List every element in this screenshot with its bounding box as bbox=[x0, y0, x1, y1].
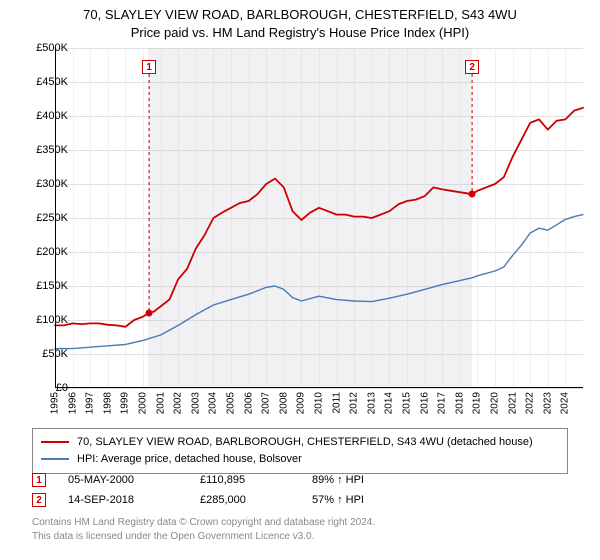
sales-table: 1 05-MAY-2000 £110,895 89% ↑ HPI 2 14-SE… bbox=[32, 470, 568, 510]
x-tick-label: 2021 bbox=[507, 392, 518, 414]
y-tick-label: £450K bbox=[18, 76, 68, 88]
x-tick-label: 2022 bbox=[525, 392, 536, 414]
x-tick-label: 2018 bbox=[454, 392, 465, 414]
title-line-2: Price paid vs. HM Land Registry's House … bbox=[0, 24, 600, 42]
legend: 70, SLAYLEY VIEW ROAD, BARLBOROUGH, CHES… bbox=[32, 428, 568, 474]
x-tick-label: 1996 bbox=[67, 392, 78, 414]
sale-price: £110,895 bbox=[200, 474, 290, 486]
x-tick-label: 2019 bbox=[472, 392, 483, 414]
footer-line-1: Contains HM Land Registry data © Crown c… bbox=[32, 516, 375, 530]
y-tick-label: £350K bbox=[18, 144, 68, 156]
x-tick-label: 2014 bbox=[384, 392, 395, 414]
x-tick-label: 2024 bbox=[560, 392, 571, 414]
x-tick-label: 2011 bbox=[331, 392, 342, 414]
x-tick-label: 2013 bbox=[366, 392, 377, 414]
line-series bbox=[55, 48, 583, 388]
x-tick-label: 2007 bbox=[261, 392, 272, 414]
x-tick-label: 2012 bbox=[349, 392, 360, 414]
sale-marker-box: 1 bbox=[142, 60, 156, 74]
chart-title: 70, SLAYLEY VIEW ROAD, BARLBOROUGH, CHES… bbox=[0, 0, 600, 41]
sale-marker-badge: 2 bbox=[32, 493, 46, 507]
x-tick-label: 2004 bbox=[208, 392, 219, 414]
x-tick-label: 2006 bbox=[243, 392, 254, 414]
y-tick-label: £150K bbox=[18, 280, 68, 292]
y-tick-label: £250K bbox=[18, 212, 68, 224]
sale-marker-badge: 1 bbox=[32, 473, 46, 487]
sale-date: 05-MAY-2000 bbox=[68, 474, 178, 486]
legend-item: HPI: Average price, detached house, Bols… bbox=[41, 451, 559, 468]
x-tick-label: 2017 bbox=[437, 392, 448, 414]
sale-price: £285,000 bbox=[200, 494, 290, 506]
x-tick-label: 2001 bbox=[155, 392, 166, 414]
x-tick-label: 2020 bbox=[490, 392, 501, 414]
x-tick-label: 2002 bbox=[173, 392, 184, 414]
x-tick-label: 2005 bbox=[226, 392, 237, 414]
legend-swatch bbox=[41, 458, 69, 460]
x-tick-label: 2000 bbox=[138, 392, 149, 414]
y-tick-label: £400K bbox=[18, 110, 68, 122]
y-tick-label: £300K bbox=[18, 178, 68, 190]
x-tick-label: 1997 bbox=[85, 392, 96, 414]
table-row: 2 14-SEP-2018 £285,000 57% ↑ HPI bbox=[32, 490, 568, 510]
sale-marker-box: 2 bbox=[465, 60, 479, 74]
y-tick-label: £200K bbox=[18, 246, 68, 258]
x-tick-label: 2015 bbox=[402, 392, 413, 414]
plot-area: 12 bbox=[55, 48, 583, 388]
y-tick-label: £100K bbox=[18, 314, 68, 326]
x-tick-label: 1999 bbox=[120, 392, 131, 414]
sale-dot bbox=[469, 191, 476, 198]
x-tick-label: 2009 bbox=[296, 392, 307, 414]
legend-label: 70, SLAYLEY VIEW ROAD, BARLBOROUGH, CHES… bbox=[77, 434, 533, 451]
footer-line-2: This data is licensed under the Open Gov… bbox=[32, 530, 375, 544]
sale-dot bbox=[146, 309, 153, 316]
sale-pct: 57% ↑ HPI bbox=[312, 494, 412, 506]
y-tick-label: £0 bbox=[18, 382, 68, 394]
x-tick-label: 2023 bbox=[542, 392, 553, 414]
legend-label: HPI: Average price, detached house, Bols… bbox=[77, 451, 302, 468]
x-axis bbox=[55, 387, 583, 388]
x-tick-label: 1998 bbox=[102, 392, 113, 414]
sale-pct: 89% ↑ HPI bbox=[312, 474, 412, 486]
footer-attribution: Contains HM Land Registry data © Crown c… bbox=[32, 516, 375, 543]
x-tick-label: 2016 bbox=[419, 392, 430, 414]
title-line-1: 70, SLAYLEY VIEW ROAD, BARLBOROUGH, CHES… bbox=[0, 6, 600, 24]
chart-container: 70, SLAYLEY VIEW ROAD, BARLBOROUGH, CHES… bbox=[0, 0, 600, 560]
legend-swatch bbox=[41, 441, 69, 443]
x-tick-label: 2003 bbox=[190, 392, 201, 414]
y-tick-label: £500K bbox=[18, 42, 68, 54]
legend-item: 70, SLAYLEY VIEW ROAD, BARLBOROUGH, CHES… bbox=[41, 434, 559, 451]
x-tick-label: 1995 bbox=[50, 392, 61, 414]
x-tick-label: 2010 bbox=[314, 392, 325, 414]
y-tick-label: £50K bbox=[18, 348, 68, 360]
sale-date: 14-SEP-2018 bbox=[68, 494, 178, 506]
x-tick-label: 2008 bbox=[278, 392, 289, 414]
table-row: 1 05-MAY-2000 £110,895 89% ↑ HPI bbox=[32, 470, 568, 490]
